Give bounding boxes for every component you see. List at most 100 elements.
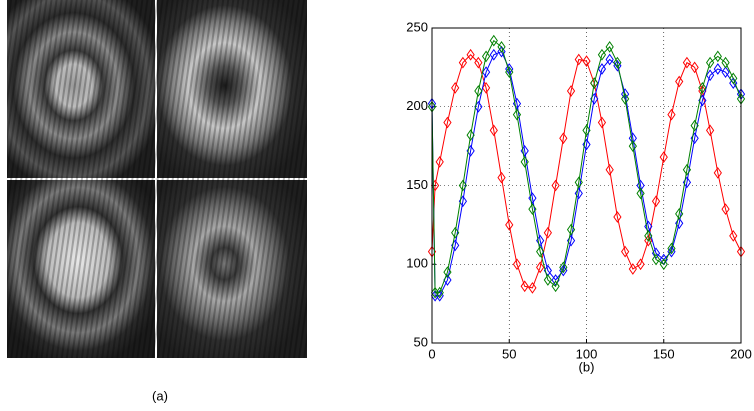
plot-area [432, 28, 741, 343]
marker [497, 41, 506, 53]
marker [582, 124, 591, 137]
marker [651, 253, 661, 266]
marker [481, 50, 491, 63]
x-tick-label: 50 [502, 346, 516, 361]
marker [536, 245, 545, 258]
marker [574, 53, 583, 66]
marker [574, 176, 583, 189]
marker [721, 56, 730, 69]
marker [605, 41, 614, 53]
marker [497, 171, 506, 184]
marker [698, 81, 707, 94]
marker [705, 56, 715, 69]
marker [481, 66, 491, 78]
marker [466, 129, 475, 141]
marker [621, 245, 630, 258]
image-panel: (a) [7, 0, 307, 403]
y-tick-label: 250 [406, 19, 428, 34]
marker [636, 187, 645, 200]
texture [7, 0, 307, 358]
marker [613, 56, 622, 69]
marker [505, 219, 514, 231]
marker [705, 124, 715, 137]
marker [628, 263, 637, 275]
marker [435, 156, 444, 168]
marker [644, 230, 653, 242]
marker [713, 167, 722, 179]
marker [597, 63, 607, 75]
x-tick-label: 0 [428, 346, 435, 361]
marker [690, 61, 699, 74]
marker [458, 56, 468, 69]
x-axis-label: (b) [579, 359, 595, 374]
marker [605, 53, 614, 66]
marker [574, 187, 583, 200]
marker [443, 116, 452, 129]
marker [451, 81, 460, 94]
marker [528, 282, 537, 294]
marker [497, 45, 506, 58]
y-tick-label: 150 [406, 177, 428, 192]
marker [474, 56, 483, 69]
marker [721, 66, 730, 78]
y-tick-label: 100 [406, 256, 428, 271]
y-tick-label: 50 [414, 334, 428, 349]
marker [659, 258, 668, 271]
marker [621, 93, 630, 105]
marker [682, 56, 692, 69]
marker [729, 72, 738, 85]
marker [474, 85, 483, 97]
marker [690, 119, 699, 132]
marker [551, 280, 560, 293]
marker [667, 242, 676, 255]
marker [512, 108, 522, 121]
marker [682, 163, 692, 176]
x-tick-label: 150 [653, 346, 675, 361]
y-tick-label: 200 [406, 98, 428, 113]
marker [466, 48, 475, 61]
marker [582, 55, 591, 67]
marker [566, 223, 576, 236]
marker [543, 274, 552, 286]
marker [435, 286, 444, 299]
x-tick-label: 100 [576, 346, 598, 361]
marker [551, 179, 560, 192]
marker [721, 203, 730, 215]
marker [520, 156, 529, 168]
marker [713, 50, 722, 63]
marker [458, 179, 468, 192]
marker [597, 48, 607, 61]
marker [651, 195, 661, 208]
marker [605, 163, 614, 176]
marker [489, 34, 498, 47]
marker [489, 124, 498, 137]
marker [705, 69, 715, 82]
marker [729, 77, 738, 89]
series-line [431, 39, 742, 294]
marker [451, 226, 460, 239]
marker [675, 75, 684, 88]
series-line [431, 54, 742, 289]
marker [729, 230, 738, 242]
marker [536, 261, 545, 274]
marker [505, 66, 514, 78]
marker [543, 226, 552, 239]
marker [675, 207, 684, 220]
caption: (a) [152, 388, 168, 403]
marker [636, 258, 645, 271]
marker [566, 85, 576, 97]
marker [644, 234, 653, 247]
marker [443, 266, 452, 278]
series-line [431, 50, 742, 297]
x-tick-label: 200 [730, 346, 752, 361]
marker [489, 48, 498, 61]
marker [667, 108, 676, 121]
marker [597, 116, 607, 129]
marker [528, 203, 537, 215]
marker [481, 81, 491, 94]
plot-frame [431, 27, 742, 344]
marker [559, 132, 568, 145]
marker [659, 151, 668, 164]
